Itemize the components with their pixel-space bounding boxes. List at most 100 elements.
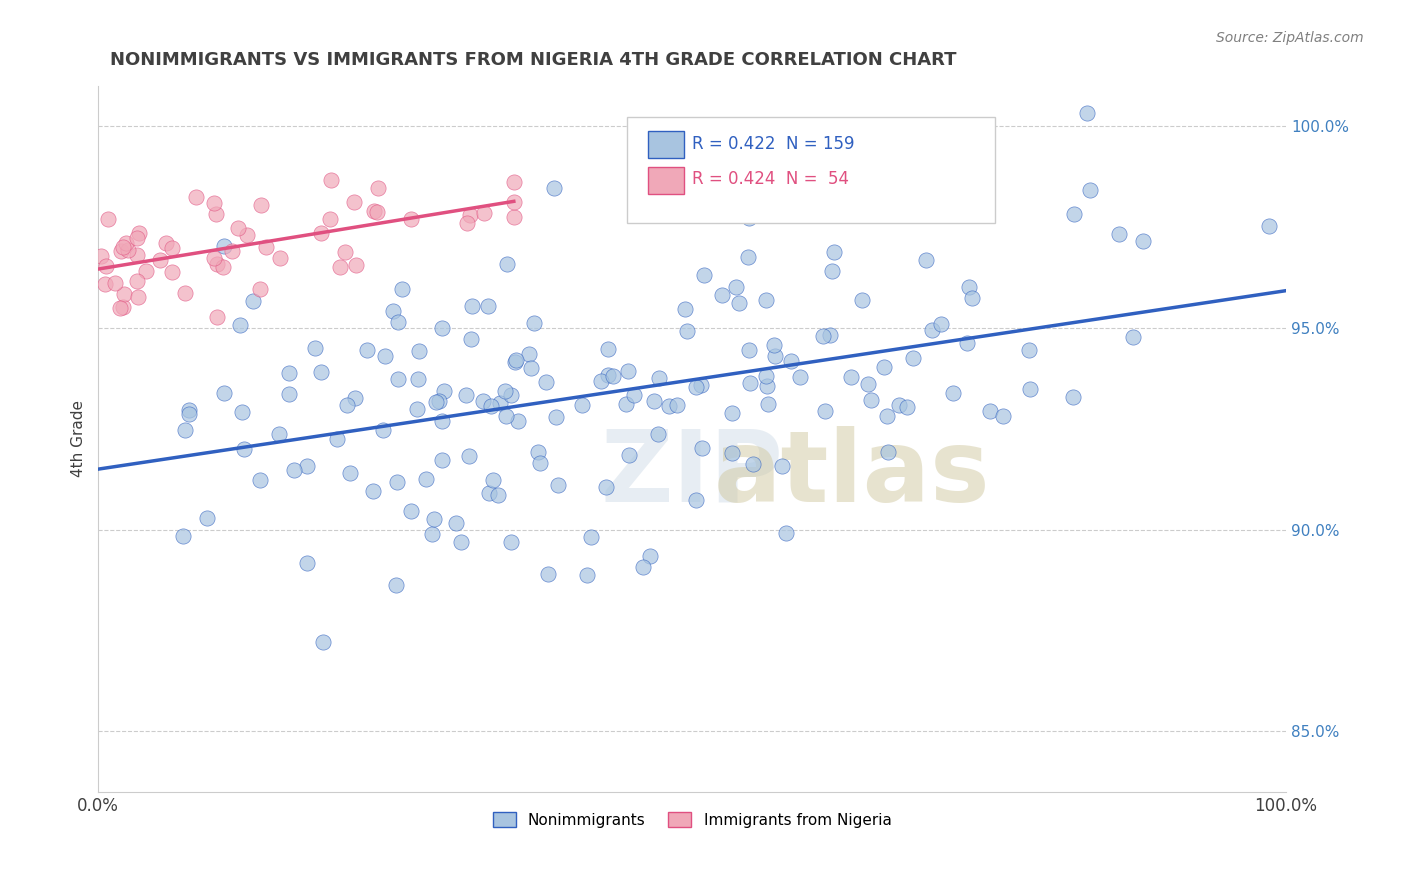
Point	[309, 226, 332, 240]
Point	[579, 530, 602, 544]
Point	[489, 396, 512, 410]
Point	[202, 196, 225, 211]
Point	[956, 335, 979, 350]
Point	[326, 432, 349, 446]
Point	[770, 459, 793, 474]
Point	[155, 235, 177, 250]
Point	[318, 211, 340, 226]
Point	[721, 406, 744, 420]
Point	[502, 211, 524, 225]
Point	[1076, 105, 1098, 120]
Point	[738, 211, 761, 225]
Point	[589, 375, 612, 389]
Point	[823, 245, 845, 260]
Point	[494, 384, 516, 398]
Point	[631, 559, 654, 574]
Text: R = 0.422  N = 159: R = 0.422 N = 159	[692, 136, 855, 153]
Point	[267, 427, 290, 442]
Point	[711, 287, 734, 301]
Point	[901, 351, 924, 365]
Point	[720, 446, 742, 460]
Point	[125, 248, 148, 262]
Point	[737, 250, 759, 264]
Point	[433, 384, 456, 398]
Point	[942, 386, 965, 401]
Point	[741, 458, 763, 472]
Text: Source: ZipAtlas.com: Source: ZipAtlas.com	[1216, 31, 1364, 45]
Point	[128, 226, 150, 240]
Point	[921, 323, 943, 337]
Point	[979, 403, 1001, 417]
Point	[755, 378, 778, 392]
Point	[90, 249, 112, 263]
Point	[108, 301, 131, 315]
Point	[277, 386, 299, 401]
Text: NONIMMIGRANTS VS IMMIGRANTS FROM NIGERIA 4TH GRADE CORRELATION CHART: NONIMMIGRANTS VS IMMIGRANTS FROM NIGERIA…	[110, 51, 956, 69]
Point	[690, 442, 713, 456]
Point	[172, 529, 194, 543]
Point	[571, 398, 593, 412]
Point	[278, 366, 301, 380]
Point	[1062, 390, 1084, 404]
Point	[149, 252, 172, 267]
Point	[425, 395, 447, 409]
Point	[249, 282, 271, 296]
Point	[177, 407, 200, 421]
Point	[226, 221, 249, 235]
Point	[876, 445, 898, 459]
Point	[486, 488, 509, 502]
Point	[415, 472, 437, 486]
Point	[887, 398, 910, 412]
Point	[991, 409, 1014, 423]
Point	[762, 337, 785, 351]
Point	[527, 445, 550, 459]
Point	[915, 253, 938, 268]
Point	[537, 566, 560, 581]
Point	[673, 302, 696, 317]
Point	[502, 195, 524, 210]
Point	[111, 301, 134, 315]
Point	[454, 388, 477, 402]
Point	[399, 212, 422, 227]
Point	[499, 534, 522, 549]
Point	[112, 240, 135, 254]
FancyBboxPatch shape	[627, 118, 995, 223]
Point	[505, 355, 527, 369]
Point	[371, 423, 394, 437]
Point	[460, 208, 482, 222]
Text: ZIP: ZIP	[600, 425, 783, 523]
Point	[173, 285, 195, 300]
Point	[422, 526, 444, 541]
Point	[221, 244, 243, 259]
Point	[430, 413, 453, 427]
Point	[304, 341, 326, 355]
Point	[957, 280, 980, 294]
Point	[125, 231, 148, 245]
Bar	[648, 167, 683, 194]
Point	[112, 286, 135, 301]
Point	[543, 180, 565, 194]
Point	[818, 327, 841, 342]
Point	[406, 371, 429, 385]
Point	[505, 353, 527, 368]
Point	[450, 535, 472, 549]
Point	[876, 409, 898, 424]
Point	[387, 315, 409, 329]
Point	[336, 398, 359, 412]
Point	[391, 282, 413, 296]
Point	[1132, 235, 1154, 249]
Point	[229, 318, 252, 332]
Point	[478, 485, 501, 500]
Point	[738, 376, 761, 390]
Point	[962, 291, 984, 305]
Point	[456, 217, 478, 231]
Point	[638, 549, 661, 564]
Point	[595, 479, 617, 493]
Point	[623, 387, 645, 401]
Point	[851, 293, 873, 307]
Point	[295, 556, 318, 570]
Point	[643, 394, 665, 409]
Point	[249, 473, 271, 487]
Point	[477, 299, 499, 313]
Point	[648, 371, 671, 385]
